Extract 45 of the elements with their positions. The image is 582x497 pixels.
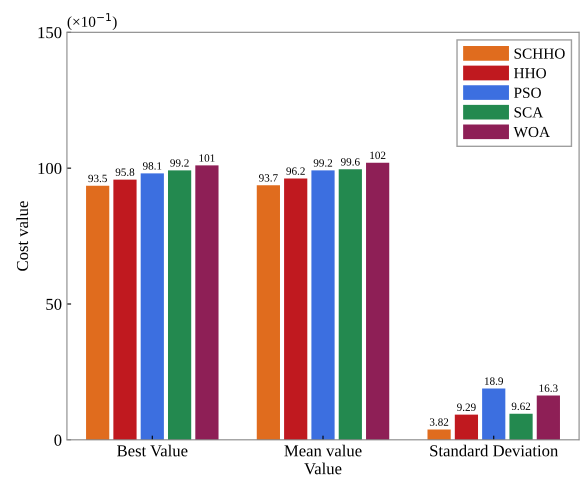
data-label: 102 [370,152,386,160]
y-tick-label: 150 [38,27,62,38]
data-label: 93.7 [259,174,278,182]
bar [195,165,219,440]
data-label: 9.29 [457,403,476,412]
y-tick-label: 50 [46,298,62,310]
bar [338,169,362,440]
data-label: 18.9 [484,377,503,385]
bar [311,170,335,440]
legend-label: SCA [514,107,544,118]
data-label: 99.2 [170,159,189,167]
bar [454,414,478,440]
bar [256,185,280,440]
data-label: 101 [200,154,215,162]
data-label: 99.2 [314,159,332,167]
data-label: 93.5 [88,174,107,182]
legend-label: SCHHO [514,48,565,59]
data-label: 99.6 [340,158,360,166]
data-label: 98.1 [142,162,162,170]
data-label: 95.8 [116,168,134,176]
bar [427,429,451,440]
text: (×10$^{−1}$) [68,13,117,30]
y-tick-label: 100 [38,162,62,174]
x-tick-label: Mean value [284,444,362,456]
y-tick-label: 0 [54,434,62,446]
legend-label: WOA [514,126,550,138]
data-label: 9.62 [512,402,530,410]
bar [284,178,308,440]
data-label: 16.3 [540,384,558,392]
bar [482,388,506,440]
x-axis-title: Value [304,462,342,474]
bar [113,180,137,440]
bar [86,186,110,440]
bar [536,396,560,440]
x-tick-label: Standard Deviation [430,444,558,456]
x-tick-label: Best Value [117,444,188,457]
bar [509,414,533,440]
bar [140,173,164,440]
legend-label: PSO [514,88,541,98]
bar [366,162,390,440]
y-axis-title: Cost value [16,201,28,271]
legend-label: HHO [514,68,546,78]
data-label: 96.2 [286,167,305,175]
data-label: 3.82 [430,418,448,426]
bar [168,170,192,440]
